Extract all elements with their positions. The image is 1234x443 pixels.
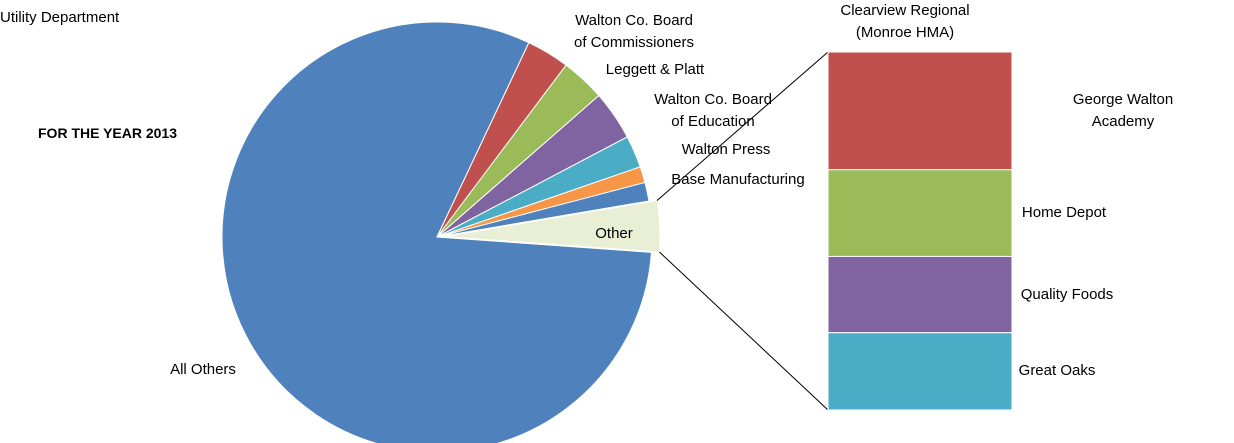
slice-label: All Others (170, 361, 236, 378)
pie-slice (221, 21, 652, 443)
slice-label: Other (595, 225, 633, 242)
bar-segment (827, 51, 1013, 171)
slice-label: Clearview Regional (Monroe HMA) (840, 2, 970, 41)
bar-label: Home Depot (1021, 204, 1107, 222)
connector-line (656, 51, 829, 201)
bar-segment (827, 169, 1013, 257)
bar-label: Quality Foods (1020, 285, 1114, 303)
slice-label: Walton Co. Board of Commissioners (573, 12, 695, 51)
chart-title: Utility Department (0, 9, 120, 26)
bar-segment (827, 332, 1013, 411)
slice-label: Leggett & Platt (605, 61, 705, 78)
bar-segment (827, 255, 1013, 334)
connector-line (659, 251, 829, 411)
slice-label: Walton Press (681, 141, 771, 158)
slice-label: Walton Co. Board of Education (654, 91, 772, 130)
bar-label: Great Oaks (1018, 362, 1096, 380)
slice-label: Base Manufacturing (671, 171, 805, 188)
pie-slice (444, 199, 661, 253)
bar-label: George Walton Academy (1072, 90, 1174, 130)
chart-subtitle: FOR THE YEAR 2013 (38, 125, 178, 141)
pie-slice (436, 41, 567, 238)
